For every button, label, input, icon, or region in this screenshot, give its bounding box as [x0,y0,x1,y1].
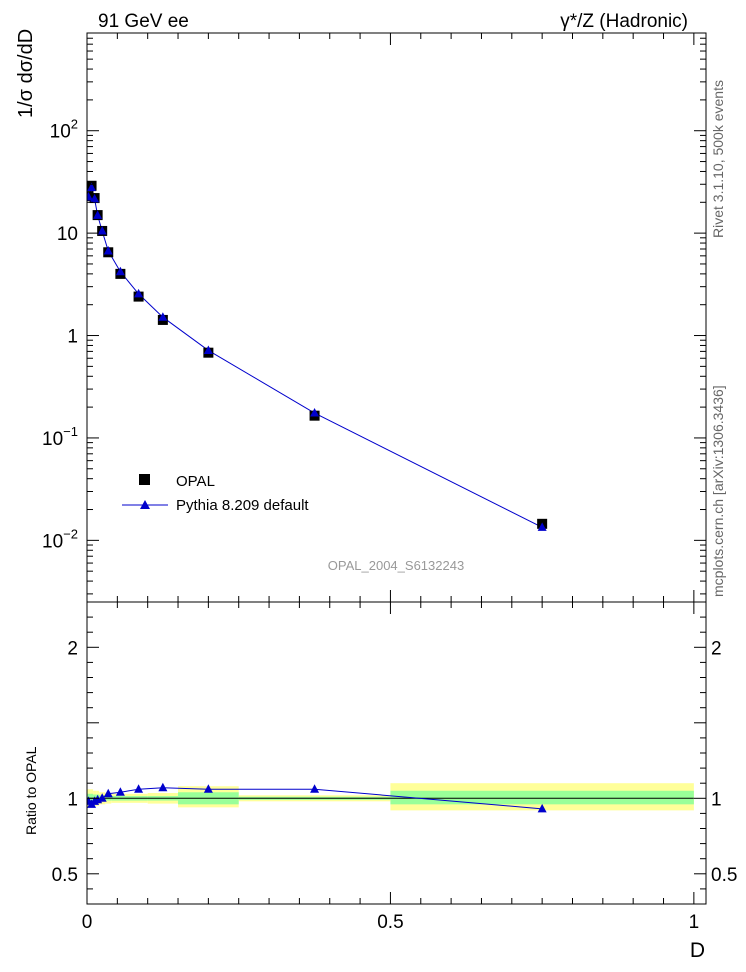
legend-opal-label: OPAL [176,473,215,490]
x-tick-label: 0 [82,912,93,933]
ratio-band-green [390,790,694,805]
ratio-y-tick-label: 1 [67,789,78,810]
pythia-data-point [537,522,547,531]
ratio-pythia-point [97,793,107,802]
pythia-data-point [97,225,107,235]
main-axes: 10−2 10−1 1 10 102 [42,32,706,602]
legend-opal-marker [139,474,150,485]
main-y-tick-label: 1 [67,327,78,348]
pythia-line [88,185,543,528]
ratio-y-tick-label-right: 2 [711,638,722,659]
ratio-uncertainty-bands [87,783,694,811]
ratio-y-tick-label: 2 [67,638,78,659]
main-y-axis-label: 1/σ dσ/dD [15,29,37,118]
ratio-pythia-point [310,784,320,793]
pythia-data-point [90,193,100,203]
pythia-data-point [134,288,144,298]
rivet-version-label: Rivet 3.1.10, 500k events [710,80,726,238]
main-y-tick-label: 10 [57,224,78,245]
pythia-data-point [93,210,103,219]
main-y-tick-label: 10−1 [42,424,78,450]
pythia-data-point [115,266,125,276]
ratio-y-axis-label: Ratio to OPAL [23,746,39,835]
x-axis-label: D [690,939,705,962]
ratio-panel: 0 0.5 1 0.5 0.5 1 1 2 2 Ratio to OPAL D [23,601,737,962]
legend-pythia-marker [140,500,150,509]
pythia-data-point [103,245,113,255]
x-tick-label: 0.5 [377,912,403,933]
ratio-pythia-point [203,784,213,793]
mcplots-label: mcplots.cern.ch [arXiv:1306.3436] [710,385,726,597]
ratio-y-tick-label: 0.5 [52,865,78,886]
ratio-axes: 0 0.5 1 0.5 0.5 1 1 2 2 [52,601,737,933]
header-left-label: 91 GeV ee [98,11,189,32]
pythia-data-point [310,408,320,417]
ratio-y-tick-label-right: 0.5 [711,865,737,886]
main-frame [86,32,707,603]
ratio-pythia-point [134,784,144,793]
pythia-data-point [87,182,97,192]
main-panel: 10−2 10−1 1 10 102 1/σ dσ/dD OPAL_2004_S6132… [15,29,707,603]
main-plot-area [87,180,548,531]
ratio-pythia-point [115,787,125,796]
pythia-data-point [158,312,168,321]
header-right-label: γ*/Z (Hadronic) [560,11,688,32]
main-y-tick-label: 102 [50,117,78,143]
legend-pythia-label: Pythia 8.209 default [176,497,309,514]
ratio-pythia-point [158,782,168,792]
main-y-tick-label: 10−2 [42,526,78,552]
ratio-plot-area [87,782,547,813]
ratio-y-tick-label-right: 1 [711,789,722,810]
pythia-data-point [87,192,94,201]
ratio-pythia-point [103,788,113,798]
pythia-data-point [203,345,213,354]
legend: OPAL Pythia 8.209 default [122,473,309,514]
x-tick-label: 1 [689,912,700,933]
ratio-pythia-point [537,803,547,813]
ratio-frame [86,601,707,905]
analysis-id-label: OPAL_2004_S6132243 [328,558,464,573]
